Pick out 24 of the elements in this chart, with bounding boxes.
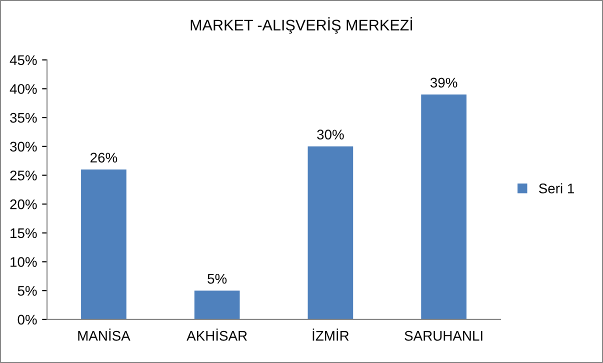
y-tick-label: 0% (18, 314, 37, 325)
bar (308, 146, 354, 320)
text: 26% (90, 152, 118, 163)
chart-title: MARKET -ALIŞVERİŞ MERKEZİ (190, 17, 412, 34)
y-tick-label: 30% (10, 142, 37, 152)
bar (194, 290, 240, 320)
y-tick-label: 45% (10, 55, 37, 66)
y-tick-label: 40% (10, 84, 37, 94)
x-tick-label: AKHİSAR (186, 328, 247, 341)
text: 30% (317, 130, 344, 140)
text: 39% (430, 78, 458, 88)
legend-label: Seri 1 (538, 183, 574, 194)
x-tick-label: SARUHANLI (404, 330, 482, 341)
text: 5% (208, 274, 227, 284)
y-tick-label: 25% (10, 170, 37, 180)
y-tick-label: 20% (10, 199, 37, 210)
y-tick-label: 35% (10, 112, 37, 123)
y-tick-label: 5% (18, 286, 37, 296)
y-tick-label: 15% (10, 228, 37, 238)
y-tick-label: 10% (10, 257, 37, 267)
x-tick-label: MANİSA (78, 328, 130, 341)
x-tick-label: İZMİR (312, 328, 349, 341)
bar (81, 169, 126, 320)
bar (421, 94, 466, 320)
